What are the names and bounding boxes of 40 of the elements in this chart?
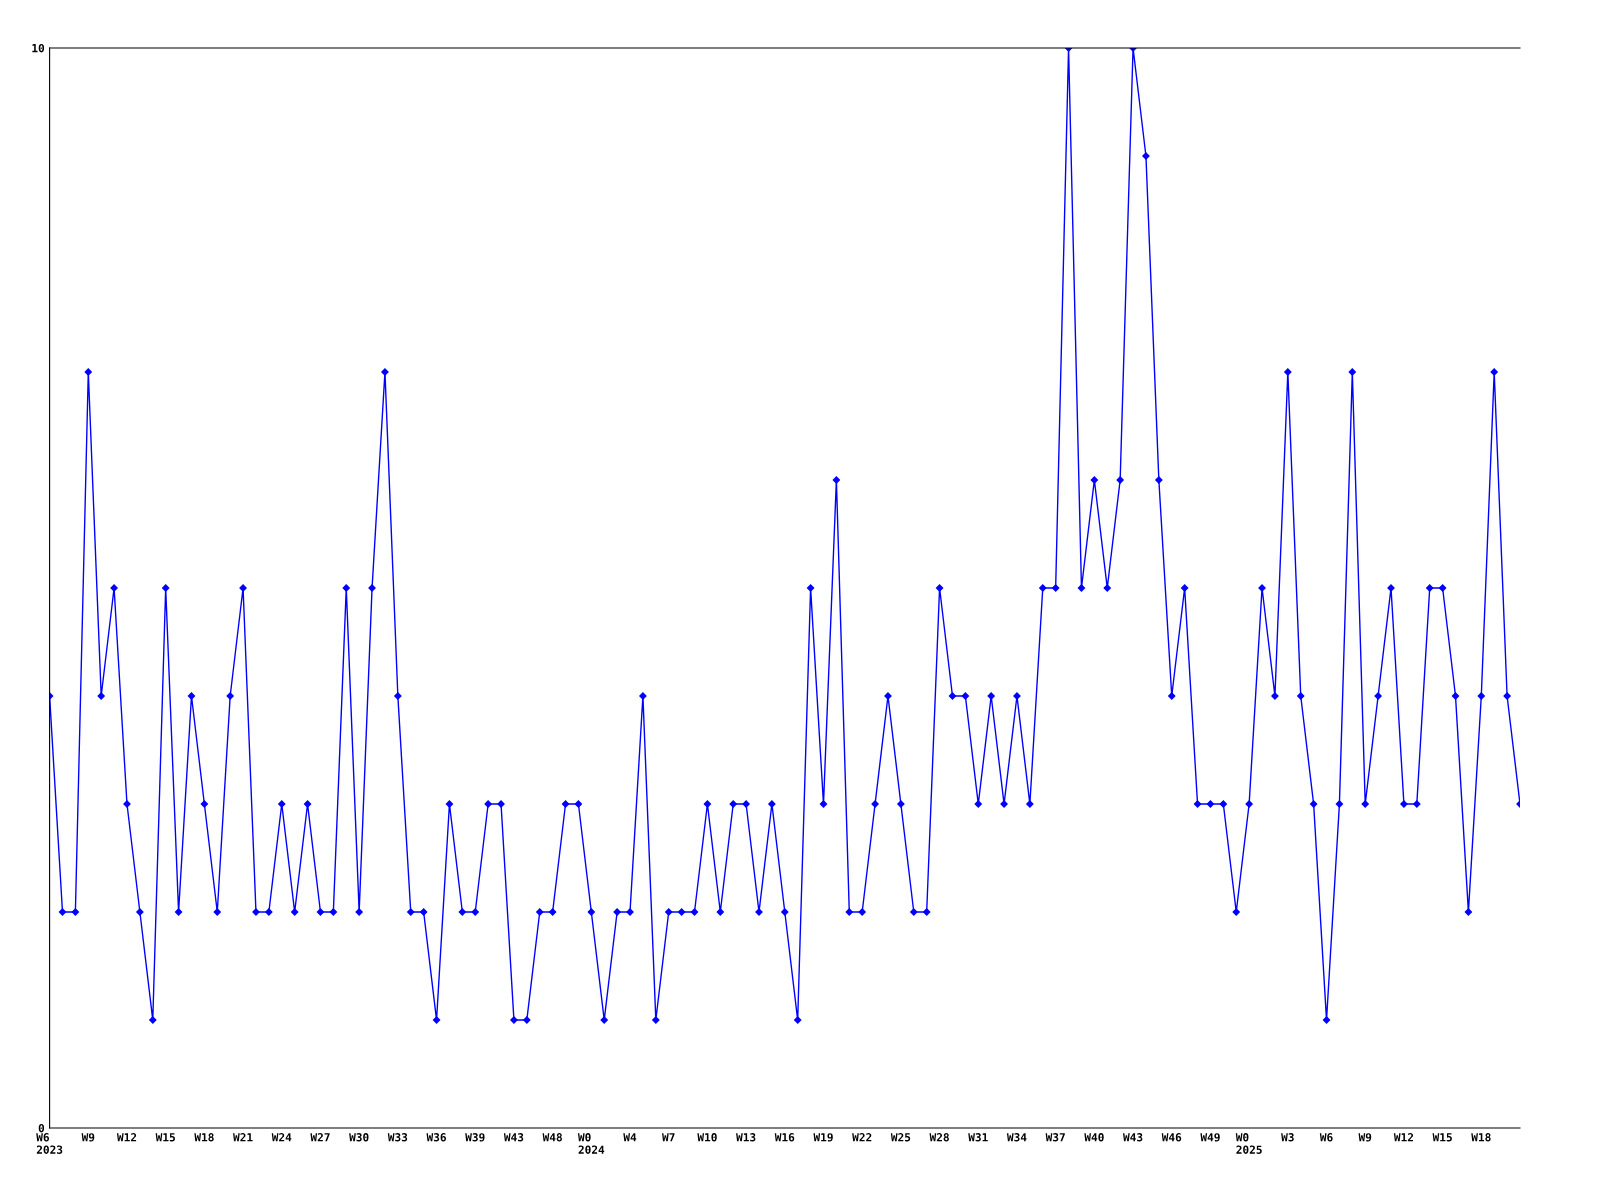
x-tick-label: W46 [1161,1133,1182,1142]
x-tick-label: W49 [1200,1133,1220,1142]
x-tick-label: W28 [929,1133,949,1142]
x-tick-label: W15 [1432,1133,1452,1142]
x-tick-label: W13 [736,1133,756,1142]
x-tick-label: W31 [968,1133,988,1142]
x-tick-label: W15 [155,1133,175,1142]
x-tick-label: W36 [426,1133,446,1142]
x-tick-label: W22 [852,1133,872,1142]
x-tick-label: W43 [1123,1133,1143,1142]
x-tick-label: W37 [1045,1133,1065,1142]
x-tick-label: W18 [194,1133,214,1142]
x-tick-label: W6 2023 [36,1133,63,1154]
x-tick-label: W9 [81,1133,95,1142]
x-tick-label: W25 [890,1133,911,1142]
x-tick-label: W12 [116,1133,137,1142]
x-tick-label: W12 [1393,1133,1414,1142]
x-tick-label: W16 [774,1133,795,1142]
x-tick-label: W24 [271,1133,292,1142]
x-tick-label: W33 [387,1133,408,1142]
x-tick-label: W40 [1084,1133,1104,1142]
x-tick-label: W9 [1358,1133,1372,1142]
x-tick-label: W21 [233,1133,253,1142]
x-tick-label: W7 [662,1133,675,1142]
x-tick-label: W30 [349,1133,369,1142]
x-tick-label: W0 2025 [1235,1133,1262,1154]
x-tick-label: W48 [542,1133,562,1142]
x-tick-label: W6 [1319,1133,1333,1142]
x-tick-label: W19 [813,1133,833,1142]
x-tick-label: W34 [1006,1133,1027,1142]
x-tick-label: W39 [465,1133,485,1142]
x-tick-label: W10 [697,1133,717,1142]
x-tick-label: W3 [1281,1133,1294,1142]
y-tick-label: 10 [32,43,45,53]
x-tick-label: W43 [503,1133,524,1142]
x-tick-label: W0 2024 [577,1133,605,1154]
x-tick-label: W18 [1471,1133,1491,1142]
x-tick-label: W4 [623,1133,637,1142]
x-tick-label: W27 [310,1133,330,1142]
y-tick-label: 0 [38,1123,45,1133]
